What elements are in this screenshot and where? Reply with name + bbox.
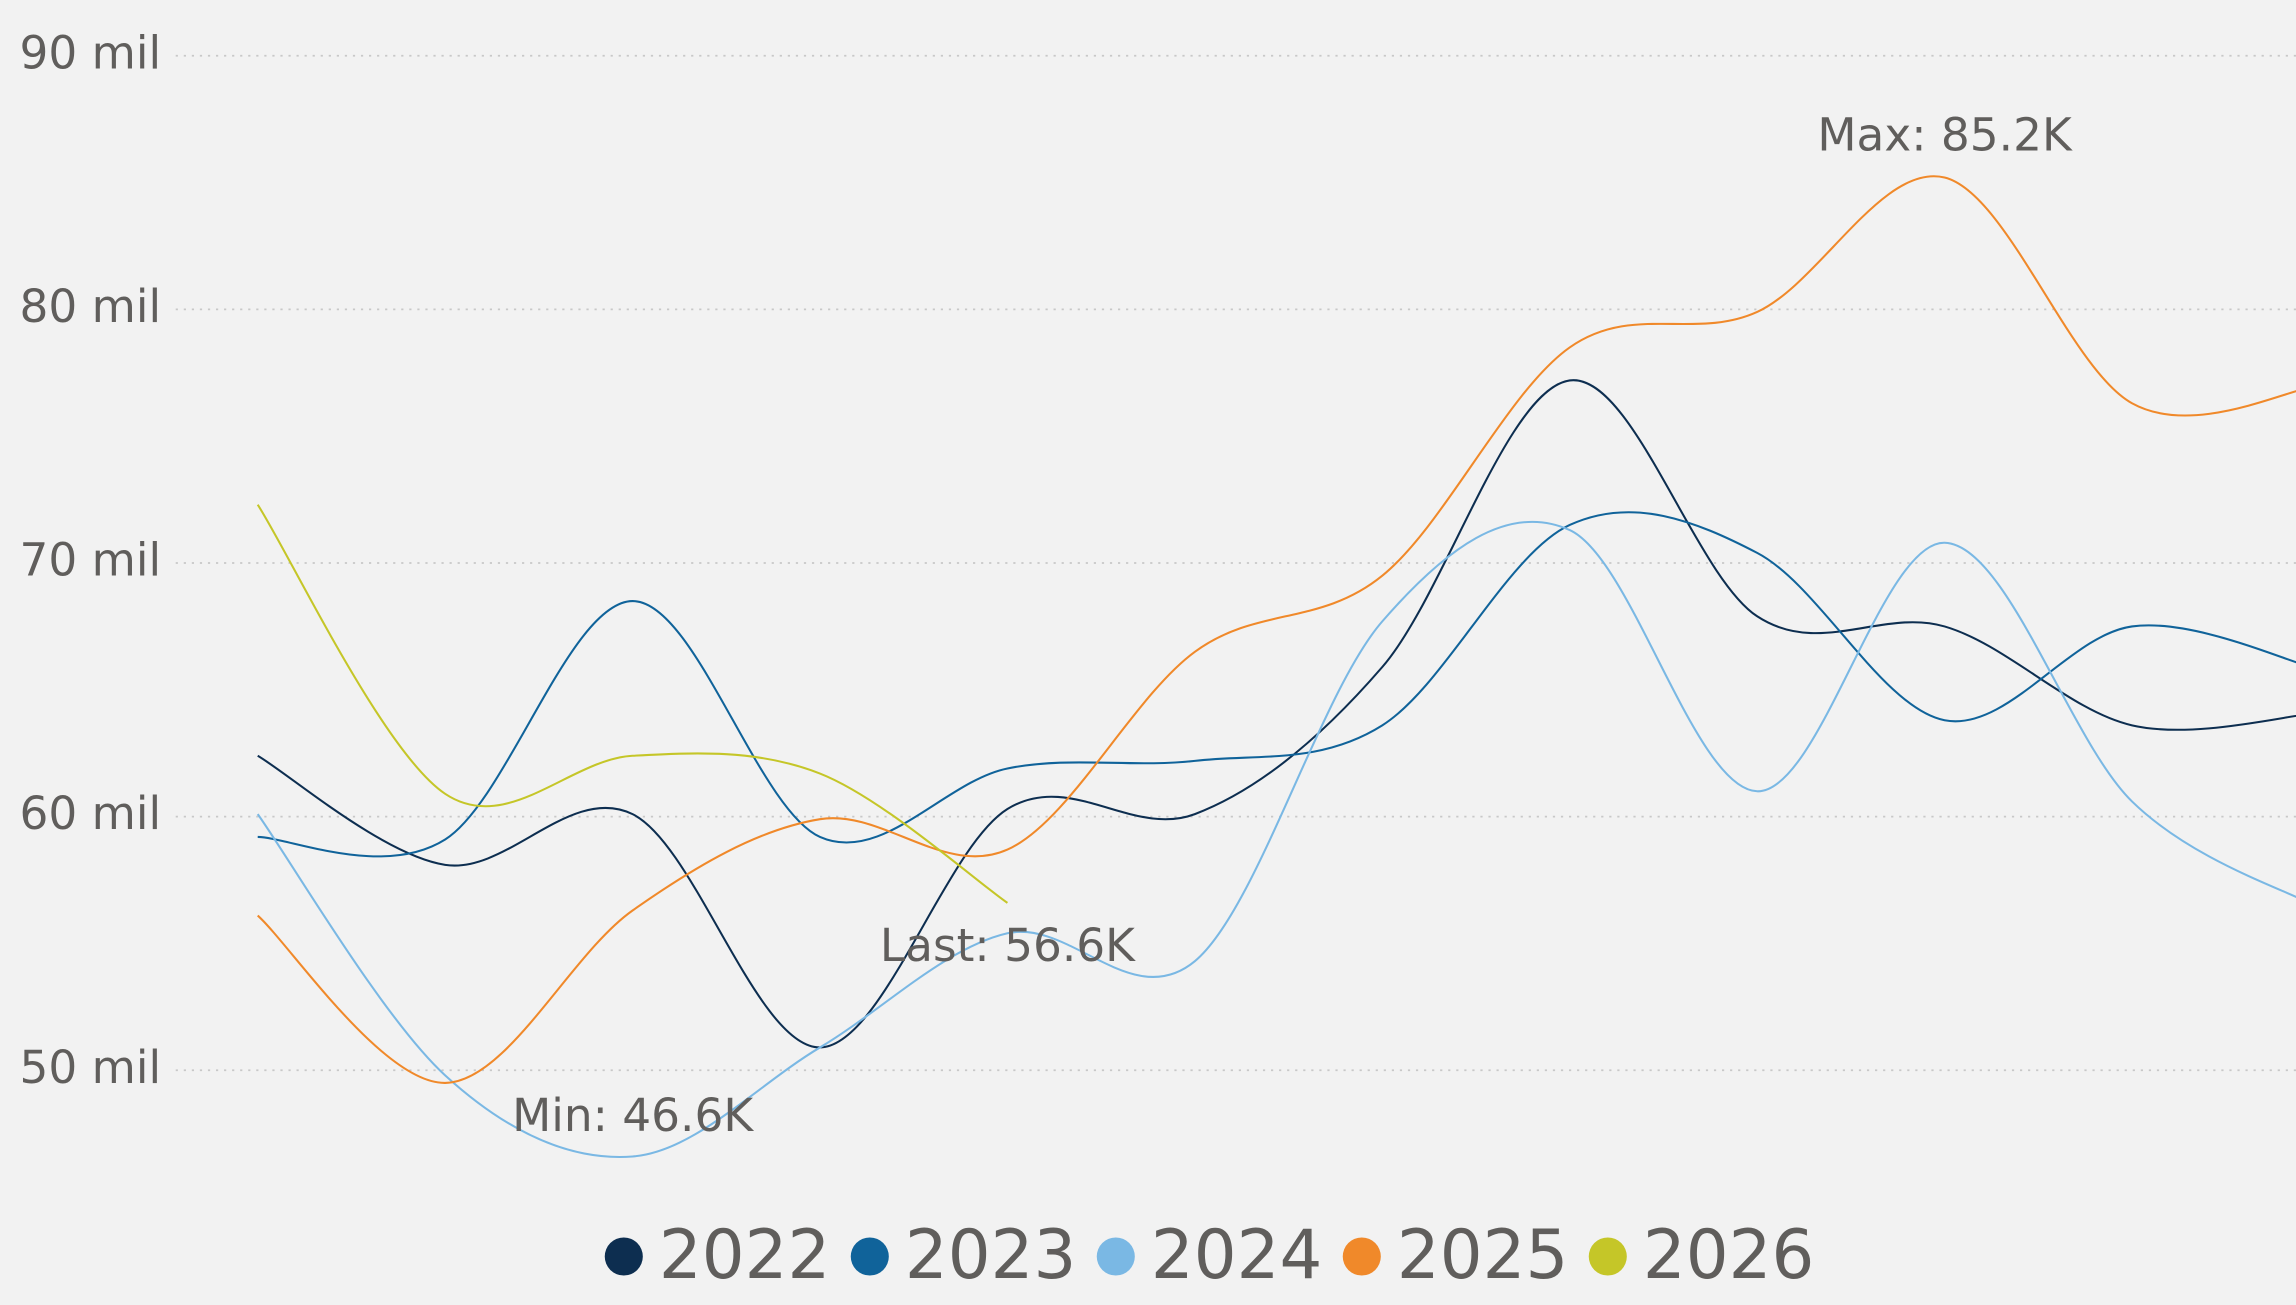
- annotation: Max: 85.2K: [1817, 109, 2073, 162]
- legend-label: 2022: [659, 1215, 830, 1294]
- annotations: Max: 85.2K Min: 46.6K Last: 56.6K: [512, 109, 2073, 1142]
- y-tick-label: 90 mil: [19, 26, 161, 79]
- annotation: Last: 56.6K: [880, 919, 1136, 972]
- legend-swatch: [1588, 1237, 1627, 1276]
- legend-label: 2025: [1397, 1215, 1568, 1294]
- legend: 2022 2023 2024 2025 2026: [604, 1215, 1814, 1294]
- legend-label: 2023: [905, 1215, 1076, 1294]
- annotation: Min: 46.6K: [512, 1089, 754, 1142]
- legend-label: 2024: [1151, 1215, 1322, 1294]
- series-line: [257, 379, 2296, 1049]
- y-tick-label: 80 mil: [19, 280, 161, 333]
- grid: 50 mil 60 mil 70 mil 80 mil 90 mil: [19, 26, 2296, 1094]
- legend-label: 2026: [1643, 1215, 1814, 1294]
- legend-swatch: [604, 1237, 643, 1276]
- y-tick-label: 50 mil: [19, 1041, 161, 1094]
- legend-swatch: [1096, 1237, 1135, 1276]
- legend-swatch: [850, 1237, 889, 1276]
- series-line: [257, 175, 2296, 1084]
- series-line: [256, 504, 1009, 904]
- plot-area: [256, 175, 2296, 1159]
- series-line: [256, 520, 2296, 1159]
- legend-swatch: [1342, 1237, 1381, 1276]
- y-tick-label: 60 mil: [19, 787, 161, 840]
- series-line: [257, 511, 2296, 858]
- y-tick-label: 70 mil: [19, 534, 161, 587]
